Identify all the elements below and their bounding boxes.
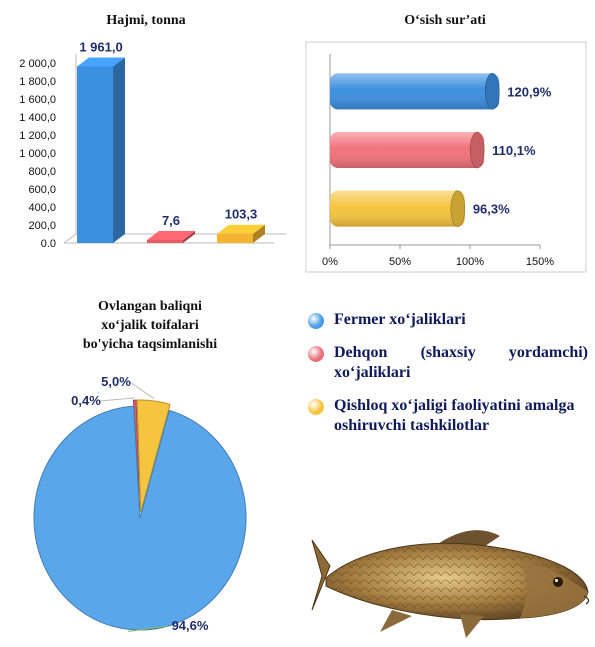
- leader-line: [99, 397, 135, 402]
- data-label: 0,4%: [71, 393, 101, 408]
- legend-label-organizations: Qishloq xo‘jaligi faoliyatini amalga osh…: [334, 397, 575, 434]
- legend-label-households: Dehqon (shaxsiy yordamchi) xo‘jaliklari: [334, 344, 588, 381]
- legend-marker-yellow: [308, 399, 324, 415]
- bar-side: [253, 224, 265, 243]
- legend-marker-red: [308, 346, 324, 362]
- bar-end-cap: [450, 190, 466, 227]
- leader-line: [129, 381, 155, 400]
- y-tick-label: 400,0: [28, 202, 56, 214]
- legend: Fermer xo‘jaliklari Dehqon (shaxsiy yord…: [306, 310, 588, 449]
- distribution-pie-chart: Ovlangan baliqni xo‘jalik toifalari bo'y…: [33, 299, 247, 633]
- data-label: 1 961,0: [79, 40, 122, 55]
- data-label: 120,9%: [507, 84, 552, 99]
- volume-bar-chart: Hajmi, tonna 0.0 200,0 400,0 600,0 800,0 1 00…: [19, 13, 286, 250]
- x-tick-label: 150%: [526, 256, 554, 268]
- y-tick-label: 1 400,0: [19, 112, 56, 124]
- data-label: 94,6%: [172, 618, 209, 633]
- y-tick-label: 1 200,0: [19, 130, 56, 142]
- x-tick-label: 0%: [322, 256, 338, 268]
- bar-end-cap: [469, 131, 485, 169]
- legend-item-households: Dehqon (shaxsiy yordamchi) xo‘jaliklari: [306, 343, 588, 383]
- bar-highlight: [330, 190, 465, 227]
- pie-slice: [33, 405, 247, 631]
- pie-title-line-3: bo'yicha taqsimlanishi: [83, 337, 217, 352]
- pie-slice: [136, 399, 171, 513]
- y-tick-label: 600,0: [28, 184, 56, 196]
- bar-top: [77, 57, 125, 67]
- data-label: 5,0%: [101, 374, 131, 389]
- bar: [147, 240, 183, 243]
- pie-title-line-1: Ovlangan baliqni: [98, 299, 202, 314]
- growth-chart-title: O‘sish sur’ati: [404, 13, 486, 28]
- y-tick-label: 1 800,0: [19, 76, 56, 88]
- y-tick-label: 2 000,0: [19, 58, 56, 70]
- bar-top: [147, 231, 195, 240]
- legend-marker-blue: [308, 313, 324, 329]
- bar: [217, 233, 253, 243]
- leader-line: [128, 625, 169, 633]
- x-tick-label: 100%: [456, 256, 484, 268]
- y-tick-label: 1 000,0: [19, 148, 56, 160]
- data-label: 96,3%: [473, 202, 510, 217]
- bar-highlight: [330, 132, 485, 168]
- bar-end-cap: [484, 73, 500, 110]
- growth-rate-bar-chart: O‘sish sur’ati 0% 50% 100% 150% 120,9% 110,1%…: [305, 13, 587, 273]
- data-label: 110,1%: [492, 143, 536, 158]
- legend-item-organizations: Qishloq xo‘jaligi faoliyatini amalga osh…: [306, 396, 588, 436]
- growth-chart-border: [305, 41, 587, 273]
- y-tick-label: 1 600,0: [19, 94, 56, 106]
- bar-side: [113, 57, 125, 244]
- x-tick-label: 50%: [389, 256, 411, 268]
- y-tick-label: 0.0: [41, 238, 56, 250]
- floor-edge-left: [63, 233, 77, 244]
- pie-title-line-2: xo‘jalik toifalari: [101, 318, 199, 333]
- bar-highlight: [330, 73, 500, 110]
- legend-item-farms: Fermer xo‘jaliklari: [306, 310, 588, 330]
- carp-fish-image: [311, 530, 590, 638]
- bar-top: [217, 224, 265, 234]
- data-label: 7,6: [162, 213, 180, 228]
- data-label: 103,3: [225, 207, 258, 222]
- y-tick-label: 200,0: [28, 220, 56, 232]
- volume-chart-title: Hajmi, tonna: [106, 13, 185, 28]
- bar: [77, 66, 113, 243]
- bar-side: [183, 231, 195, 243]
- legend-label-farms: Fermer xo‘jaliklari: [334, 311, 466, 328]
- y-tick-label: 800,0: [28, 166, 56, 178]
